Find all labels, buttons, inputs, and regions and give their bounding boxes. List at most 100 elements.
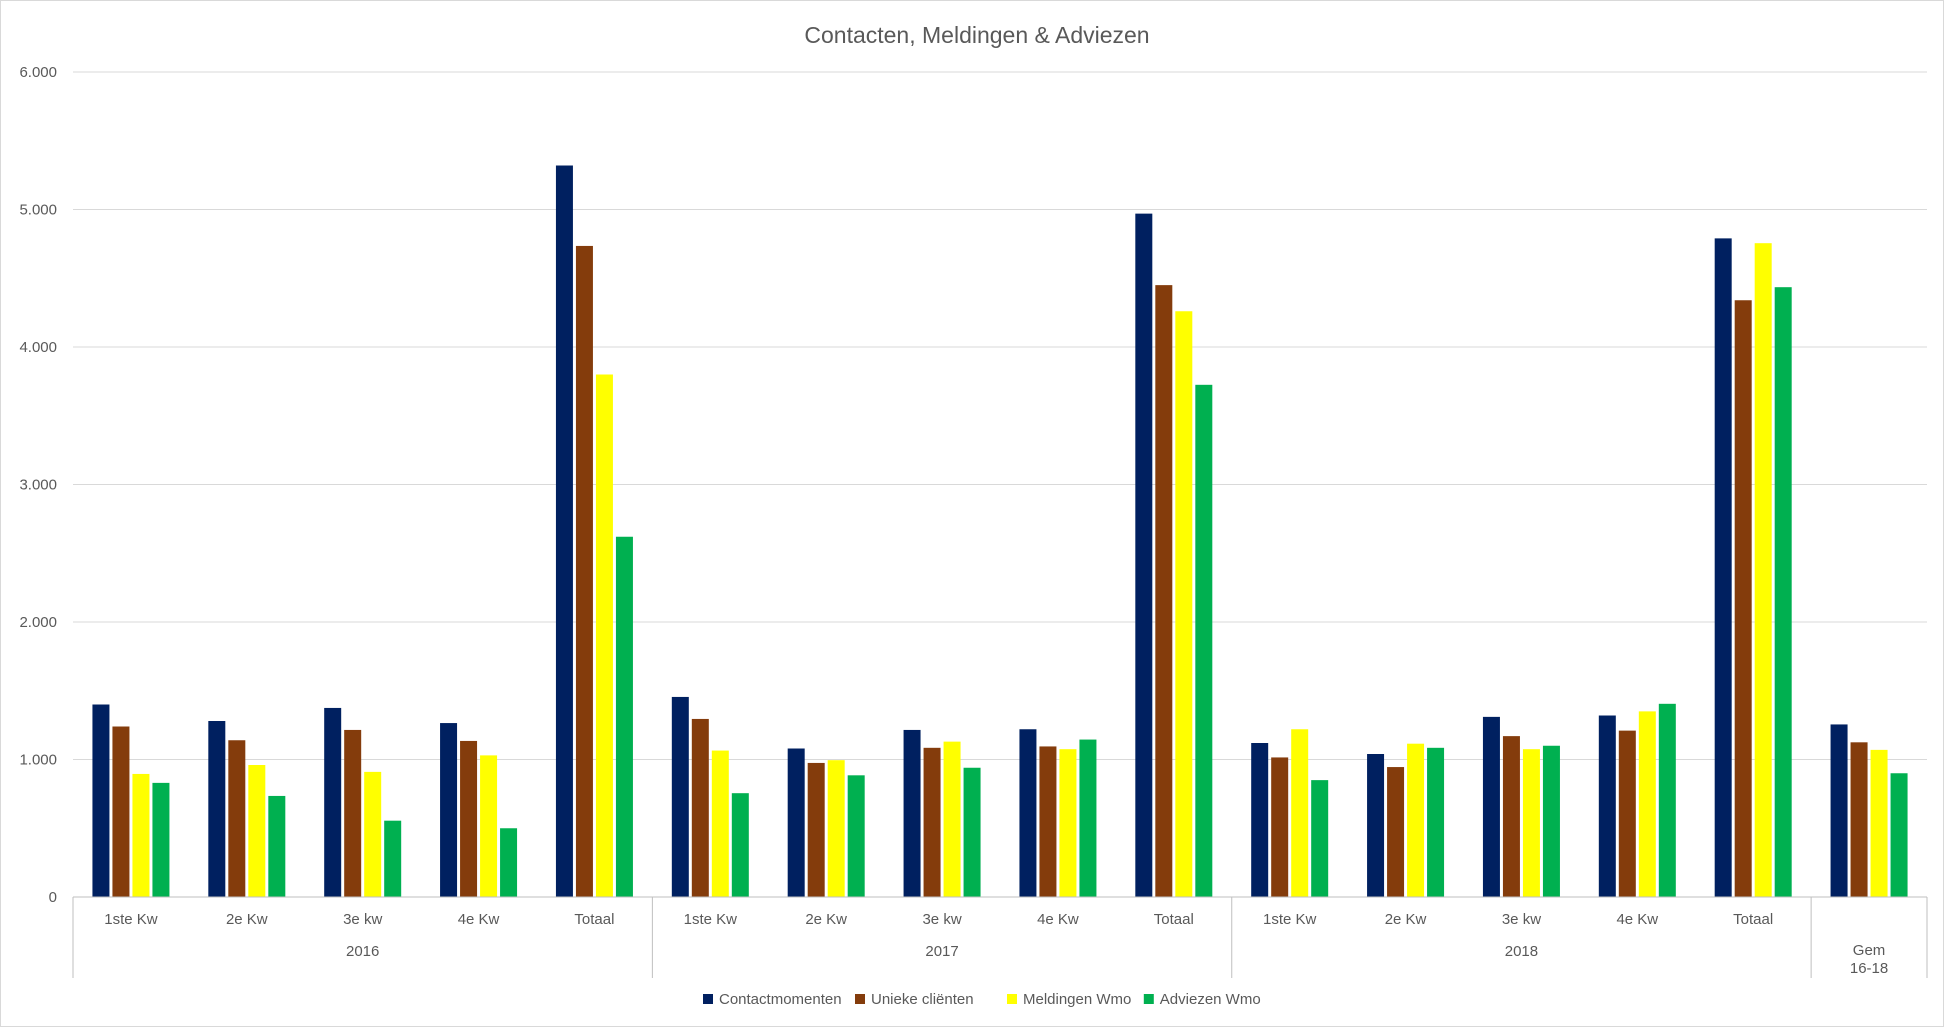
bar [787, 748, 805, 897]
y-tick-label: 0 [49, 889, 57, 906]
bar [691, 718, 709, 897]
bar [731, 793, 749, 897]
x-category-label: 1ste Kw [104, 911, 158, 928]
bar [1618, 730, 1636, 897]
x-axis: 1ste Kw 2e Kw 3e kw 4e Kw Totaal 1ste Kw 2e Kw… [72, 896, 1928, 978]
bar [923, 747, 941, 897]
bar [364, 771, 382, 897]
bar [1039, 746, 1057, 897]
x-category-label: Totaal [1733, 911, 1773, 928]
y-tick-label: 2.000 [19, 614, 57, 631]
bar [1870, 749, 1888, 897]
bar [1522, 749, 1540, 897]
x-category-label: 4e Kw [1616, 911, 1658, 928]
bar [1407, 743, 1425, 897]
y-tick-label: 1.000 [19, 752, 57, 769]
bar [1658, 703, 1676, 897]
y-tick-label: 3.000 [19, 477, 57, 494]
x-category-label: 3e kw [1502, 911, 1541, 928]
x-category-label: 2e Kw [1385, 911, 1427, 928]
bar [152, 782, 170, 897]
bar [1754, 243, 1772, 897]
bar [384, 820, 402, 897]
y-tick-label: 5.000 [19, 202, 57, 219]
bar [1367, 754, 1385, 897]
bar [615, 536, 633, 897]
y-tick-label: 4.000 [19, 339, 57, 356]
x-category-label: Totaal [1154, 911, 1194, 928]
bar [132, 773, 150, 897]
x-category-label: 4e Kw [458, 911, 500, 928]
bar [963, 767, 981, 897]
bar [1638, 711, 1656, 897]
bar [555, 165, 573, 897]
bar [92, 704, 110, 897]
bar [1059, 749, 1077, 897]
bar [1850, 742, 1868, 897]
bar [1734, 300, 1752, 897]
bar [1251, 743, 1269, 897]
chart-title: Contacten, Meldingen & Adviezen [804, 22, 1149, 48]
x-group-label: 2017 [925, 943, 958, 960]
bar [440, 723, 458, 897]
y-tick-label: 6.000 [19, 64, 57, 81]
bar [112, 726, 130, 897]
x-category-label: 1ste Kw [1263, 911, 1317, 928]
bar [460, 740, 478, 897]
bar [1427, 747, 1445, 897]
bar [1155, 285, 1173, 897]
bar [807, 762, 825, 897]
bar [903, 729, 921, 897]
x-category-label: 2e Kw [805, 911, 847, 928]
x-category-label: 1ste Kw [684, 911, 738, 928]
bar [268, 795, 286, 897]
x-category-label: Totaal [574, 911, 614, 928]
bar [1774, 287, 1792, 897]
y-axis-tick-labels: 0 1.000 2.000 3.000 4.000 5.000 6.000 [19, 64, 57, 906]
x-category-label: 3e kw [922, 911, 961, 928]
legend-swatch [1007, 994, 1017, 1004]
legend-swatch [855, 994, 865, 1004]
legend-label: Adviezen Wmo [1160, 991, 1261, 1008]
bar [1714, 238, 1732, 897]
bar [1387, 767, 1405, 897]
legend-label: Contactmomenten [719, 991, 842, 1008]
legend-swatch [1143, 994, 1154, 1004]
bar [575, 245, 593, 897]
bar [711, 750, 729, 897]
x-group-label: 2016 [346, 943, 379, 960]
x-group-label: Gem 16-18 [1850, 942, 1888, 977]
legend-swatch [703, 994, 713, 1004]
bars [92, 165, 1908, 897]
bar [1175, 311, 1193, 897]
bar [1019, 729, 1037, 897]
bar [228, 740, 246, 897]
bar [480, 755, 498, 897]
x-category-label: 2e Kw [226, 911, 268, 928]
bar [1542, 745, 1560, 897]
bar [1502, 736, 1520, 897]
bar [827, 760, 845, 897]
bar [1890, 773, 1908, 897]
x-category-label: 4e Kw [1037, 911, 1079, 928]
bar [1598, 715, 1616, 897]
legend-label: Unieke cliënten [871, 991, 974, 1008]
bar [208, 721, 226, 897]
grid-lines [73, 71, 1927, 760]
legend-label: Meldingen Wmo [1023, 991, 1131, 1008]
legend: Contactmomenten Unieke cliënten Meldingen … [703, 991, 1261, 1008]
bar [943, 741, 961, 897]
bar [344, 729, 362, 897]
bar [595, 374, 613, 897]
x-category-label: 3e kw [343, 911, 382, 928]
bar [500, 828, 518, 897]
bar [1195, 384, 1213, 897]
bar [1271, 757, 1289, 897]
bar [248, 765, 266, 897]
x-group-label: 2018 [1505, 943, 1538, 960]
bar [1311, 780, 1329, 897]
bar [1830, 724, 1848, 897]
bar [1482, 716, 1500, 897]
